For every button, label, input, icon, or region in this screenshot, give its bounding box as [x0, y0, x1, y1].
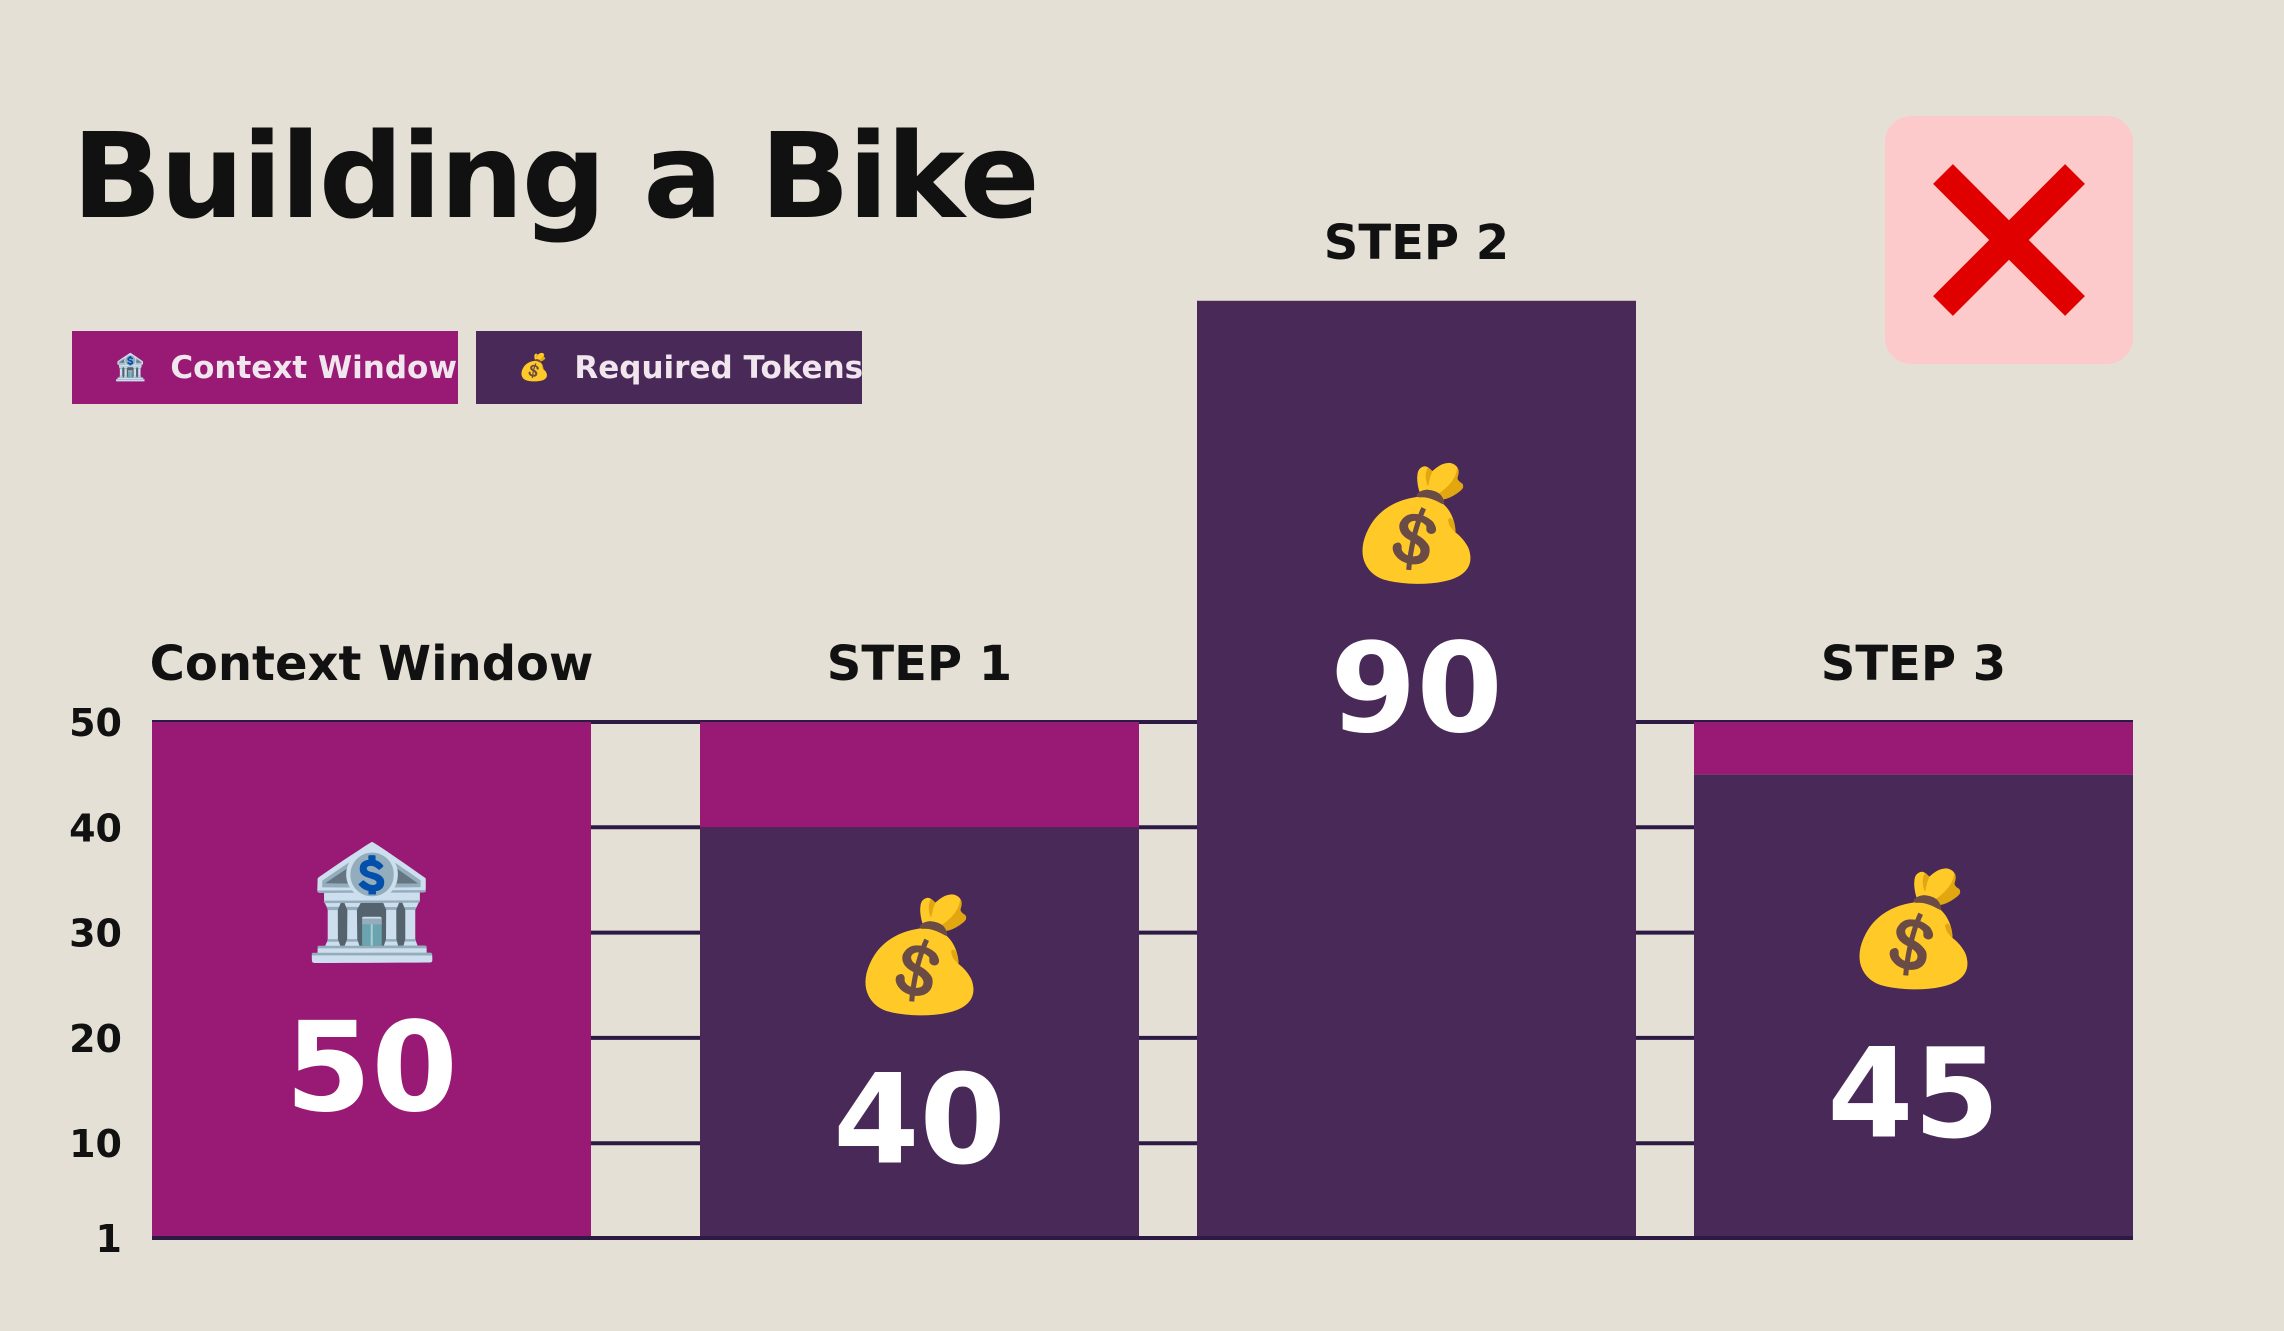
- bank-icon: 🏦: [303, 838, 440, 966]
- value-label: 50: [285, 996, 458, 1140]
- bar-step-3: [1694, 774, 2133, 1238]
- y-tick-label: 30: [69, 912, 122, 956]
- category-label: STEP 3: [1821, 636, 2006, 692]
- category-label: Context Window: [150, 636, 594, 692]
- chart-title: Building a Bike: [72, 107, 1040, 245]
- y-tick-label: 20: [69, 1017, 122, 1061]
- bar-step-1-context-window: [700, 722, 1139, 828]
- bank-icon: 🏦: [114, 352, 147, 383]
- legend-item-context-window: 🏦 Context Window: [72, 331, 458, 404]
- money-bag-icon: 💰: [1348, 459, 1485, 589]
- money-bag-icon: 💰: [851, 891, 988, 1021]
- bar-step-3-context-window: [1694, 722, 2133, 775]
- value-label: 90: [1330, 617, 1503, 761]
- category-label: STEP 2: [1324, 215, 1509, 271]
- category-label: STEP 1: [827, 636, 1012, 692]
- status-badge: [1885, 116, 2133, 364]
- y-tick-label: 10: [69, 1122, 122, 1166]
- bar-step-2: [1197, 300, 1636, 1238]
- legend-item-required-tokens: 💰 Required Tokens: [476, 331, 864, 404]
- bar-context-window: [152, 722, 591, 1238]
- legend-label-required-tokens: Required Tokens: [574, 349, 864, 386]
- cross-mark-icon: [1933, 164, 2085, 316]
- y-tick-label: 50: [69, 701, 122, 745]
- legend-label-context-window: Context Window: [170, 349, 457, 386]
- bar-step-1: [700, 827, 1139, 1238]
- y-tick-label: 1: [96, 1217, 122, 1261]
- money-bag-icon: 💰: [518, 352, 551, 383]
- money-bag-icon: 💰: [1845, 864, 1982, 994]
- y-tick-label: 40: [69, 806, 122, 850]
- value-label: 45: [1827, 1022, 2000, 1166]
- value-label: 40: [833, 1049, 1006, 1193]
